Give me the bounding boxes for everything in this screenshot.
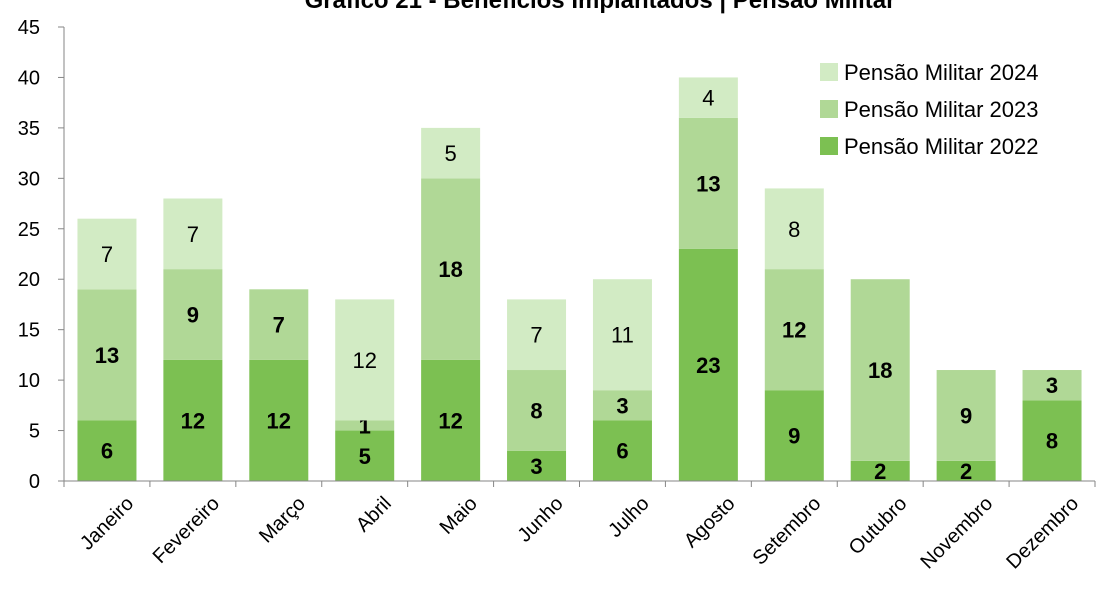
y-tick-label: 5 xyxy=(29,421,40,443)
bar-setembro-pensao-militar-2023 xyxy=(764,269,824,391)
bar-setembro-pensao-militar-2024 xyxy=(764,188,824,270)
data-label-maio-pensao-militar-2024: 5 xyxy=(445,141,457,166)
bar-junho-pensao-militar-2023 xyxy=(507,370,567,451)
data-label-setembro-pensao-militar-2024: 8 xyxy=(788,217,800,242)
data-label-fevereiro-pensao-militar-2024: 7 xyxy=(187,222,199,247)
legend-swatch-pensao-militar-2022 xyxy=(820,137,838,155)
bar-fevereiro-pensao-militar-2022 xyxy=(163,359,223,481)
y-tick-label: 10 xyxy=(18,370,40,392)
bar-novembro-pensao-militar-2023 xyxy=(936,370,996,461)
legend-swatch-pensao-militar-2024 xyxy=(820,63,838,81)
bar-janeiro-pensao-militar-2023 xyxy=(77,289,137,421)
bar-junho-pensao-militar-2022 xyxy=(507,450,567,481)
bar-agosto-pensao-militar-2024 xyxy=(678,77,738,118)
data-label-abril-pensao-militar-2024: 12 xyxy=(352,348,376,373)
bar-julho-pensao-militar-2024 xyxy=(592,279,652,391)
x-tick-label-fevereiro: Fevereiro xyxy=(149,493,224,568)
bar-novembro-pensao-militar-2022 xyxy=(936,460,996,481)
data-label-fevereiro-pensao-militar-2023: 9 xyxy=(187,303,199,328)
legend-label-pensao-militar-2023: Pensão Militar 2023 xyxy=(844,97,1038,122)
data-label-junho-pensao-militar-2024: 7 xyxy=(530,323,542,348)
bar-agosto-pensao-militar-2022 xyxy=(678,248,738,481)
bar-fevereiro-pensao-militar-2023 xyxy=(163,269,223,360)
y-tick-label: 25 xyxy=(18,219,40,241)
data-label-agosto-pensao-militar-2022: 23 xyxy=(696,353,720,378)
data-label-julho-pensao-militar-2024: 11 xyxy=(611,323,634,348)
x-tick-label-outubro: Outubro xyxy=(845,493,912,560)
bar-maio-pensao-militar-2022 xyxy=(421,359,481,481)
y-tick-label: 45 xyxy=(18,17,40,39)
legend-label-pensao-militar-2022: Pensão Militar 2022 xyxy=(844,134,1038,159)
y-tick-label: 30 xyxy=(18,168,40,190)
legend-swatch-pensao-militar-2023 xyxy=(820,100,838,118)
x-tick-label-junho: Junho xyxy=(514,493,568,547)
y-tick-label: 40 xyxy=(18,67,40,89)
data-label-dezembro-pensao-militar-2022: 8 xyxy=(1046,429,1058,454)
y-tick-label: 35 xyxy=(18,118,40,140)
data-label-novembro-pensao-militar-2022: 2 xyxy=(960,459,972,484)
bar-abril-pensao-militar-2022 xyxy=(335,430,395,481)
data-label-janeiro-pensao-militar-2022: 6 xyxy=(101,439,113,464)
x-tick-label-agosto: Agosto xyxy=(680,493,740,553)
data-label-junho-pensao-militar-2023: 8 xyxy=(530,398,542,423)
chart-title: Gráfico 21 - Benefícios Implantados | Pe… xyxy=(305,0,896,14)
bar-marco-pensao-militar-2022 xyxy=(249,359,309,481)
y-tick-label: 15 xyxy=(18,320,40,342)
x-tick-label-julho: Julho xyxy=(604,493,653,542)
data-label-outubro-pensao-militar-2022: 2 xyxy=(874,459,886,484)
bar-julho-pensao-militar-2023 xyxy=(592,390,652,421)
data-label-julho-pensao-militar-2023: 3 xyxy=(616,393,628,418)
data-label-marco-pensao-militar-2022: 12 xyxy=(267,408,291,433)
bar-maio-pensao-militar-2024 xyxy=(421,127,481,179)
bar-julho-pensao-militar-2022 xyxy=(592,420,652,481)
y-tick-label: 20 xyxy=(18,269,40,291)
x-tick-label-marco: Março xyxy=(255,493,310,548)
x-tick-label-janeiro: Janeiro xyxy=(76,493,138,555)
data-label-janeiro-pensao-militar-2024: 7 xyxy=(101,242,113,267)
x-tick-label-abril: Abril xyxy=(352,493,396,537)
data-label-maio-pensao-militar-2022: 12 xyxy=(438,408,462,433)
bar-outubro-pensao-militar-2022 xyxy=(850,460,910,481)
data-label-abril-pensao-militar-2022: 5 xyxy=(359,444,371,469)
bar-janeiro-pensao-militar-2024 xyxy=(77,218,137,290)
bar-dezembro-pensao-militar-2022 xyxy=(1022,400,1082,481)
x-tick-label-novembro: Novembro xyxy=(916,493,997,574)
data-label-dezembro-pensao-militar-2023: 3 xyxy=(1046,373,1058,398)
data-label-outubro-pensao-militar-2023: 18 xyxy=(868,358,892,383)
bar-agosto-pensao-militar-2023 xyxy=(678,117,738,249)
data-label-julho-pensao-militar-2022: 6 xyxy=(616,439,628,464)
bar-marco-pensao-militar-2023 xyxy=(249,289,309,360)
data-label-setembro-pensao-militar-2023: 12 xyxy=(782,318,806,343)
data-label-janeiro-pensao-militar-2023: 13 xyxy=(95,343,119,368)
x-tick-label-dezembro: Dezembro xyxy=(1002,493,1083,574)
bar-dezembro-pensao-militar-2023 xyxy=(1022,370,1082,401)
legend-label-pensao-militar-2024: Pensão Militar 2024 xyxy=(844,60,1038,85)
data-label-maio-pensao-militar-2023: 18 xyxy=(438,257,462,282)
bar-maio-pensao-militar-2023 xyxy=(421,178,481,360)
bar-abril-pensao-militar-2023 xyxy=(335,420,395,431)
x-tick-label-setembro: Setembro xyxy=(749,493,826,570)
bar-outubro-pensao-militar-2023 xyxy=(850,279,910,461)
data-label-marco-pensao-militar-2023: 7 xyxy=(273,313,285,338)
bar-abril-pensao-militar-2024 xyxy=(335,299,395,421)
data-label-setembro-pensao-militar-2022: 9 xyxy=(788,424,800,449)
data-label-fevereiro-pensao-militar-2022: 12 xyxy=(181,408,205,433)
y-tick-label: 0 xyxy=(29,471,40,493)
data-label-junho-pensao-militar-2022: 3 xyxy=(530,454,542,479)
data-label-agosto-pensao-militar-2024: 4 xyxy=(702,86,714,111)
bar-fevereiro-pensao-militar-2024 xyxy=(163,198,223,270)
data-label-agosto-pensao-militar-2023: 13 xyxy=(696,171,720,196)
data-label-novembro-pensao-militar-2023: 9 xyxy=(960,403,972,428)
bar-setembro-pensao-militar-2022 xyxy=(764,390,824,481)
bar-janeiro-pensao-militar-2022 xyxy=(77,420,137,481)
bar-junho-pensao-militar-2024 xyxy=(507,299,567,371)
x-tick-label-maio: Maio xyxy=(436,493,482,539)
